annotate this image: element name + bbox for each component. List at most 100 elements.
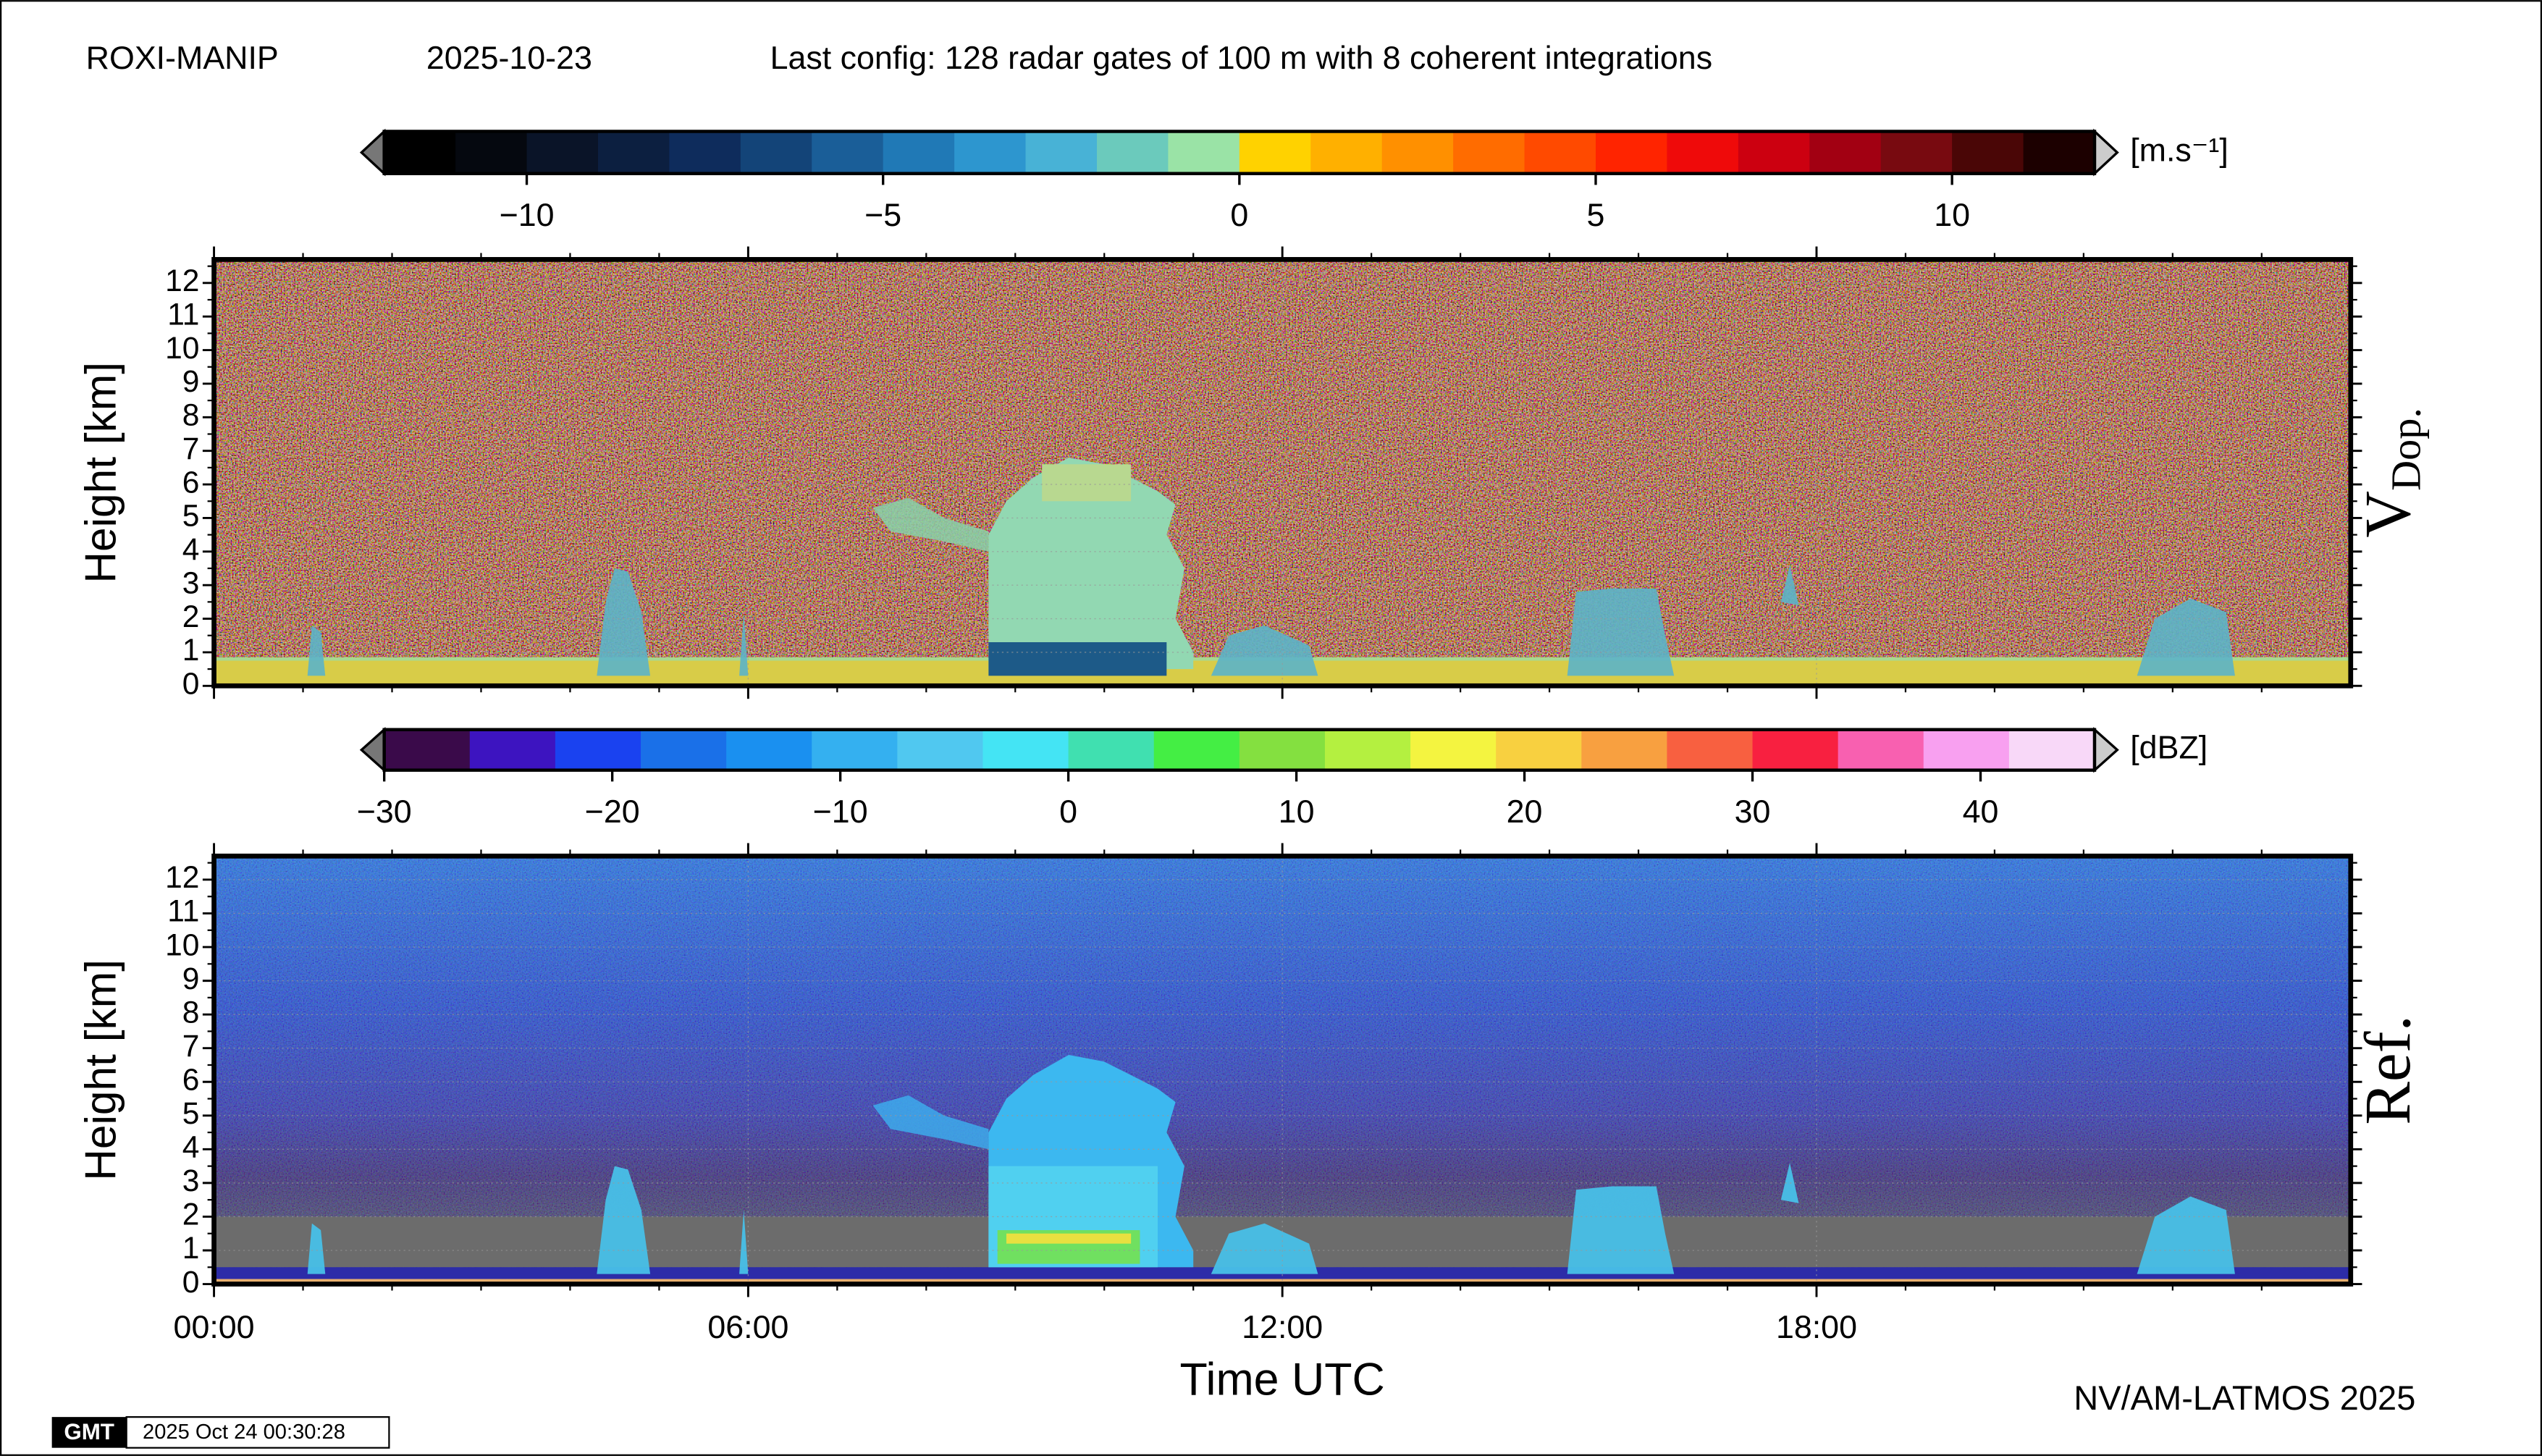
x-tick-label: 06:00 bbox=[707, 1309, 788, 1345]
colorbar-cell bbox=[982, 729, 1069, 770]
x-axis-label: Time UTC bbox=[1180, 1355, 1385, 1405]
y-tick-label: 5 bbox=[182, 1096, 200, 1131]
y-tick-label: 3 bbox=[182, 1163, 200, 1198]
colorbar-cell bbox=[1952, 131, 2024, 174]
band bbox=[1006, 1233, 1132, 1244]
echo bbox=[1567, 1186, 1675, 1274]
colorbar-cell bbox=[1310, 131, 1383, 174]
colorbar-cell bbox=[641, 729, 728, 770]
echo bbox=[739, 1210, 749, 1274]
colorbar-cell bbox=[469, 729, 556, 770]
y-tick-label: 7 bbox=[182, 1029, 200, 1064]
logo: GMT bbox=[64, 1419, 114, 1444]
echo bbox=[739, 612, 749, 676]
y-tick-label: 3 bbox=[182, 565, 200, 600]
station: ROXI-MANIP bbox=[86, 40, 279, 76]
panel-label-sub: Dop. bbox=[2383, 408, 2430, 491]
colorbar-cell bbox=[1738, 131, 1811, 174]
colorbar-cell bbox=[455, 131, 528, 174]
echo bbox=[2137, 598, 2235, 676]
colorbar-cell bbox=[555, 729, 641, 770]
colorbar-cell bbox=[597, 131, 670, 174]
colorbar-cell bbox=[1324, 729, 1411, 770]
panel-label: VDop. bbox=[2352, 408, 2430, 537]
y-tick-label: 8 bbox=[182, 995, 200, 1030]
colorbar-cell bbox=[1410, 729, 1497, 770]
y-tick-label: 0 bbox=[182, 1265, 200, 1300]
y-tick-label: 11 bbox=[167, 297, 199, 332]
colorbar-tick-label: 10 bbox=[1279, 794, 1315, 830]
echo bbox=[988, 457, 1194, 670]
colorbar-cell bbox=[1025, 131, 1098, 174]
colorbar-cell bbox=[812, 729, 898, 770]
y-tick-label: 7 bbox=[182, 432, 200, 466]
timestamp-box bbox=[125, 1416, 390, 1449]
y-tick-label: 0 bbox=[182, 667, 200, 702]
echo bbox=[307, 1223, 326, 1274]
colorbar-cell bbox=[740, 131, 813, 174]
colorbar-tick-label: 5 bbox=[1587, 197, 1605, 233]
y-tick-label: 5 bbox=[182, 499, 200, 534]
y-tick-label: 1 bbox=[182, 633, 200, 668]
colorbar-cell bbox=[2008, 729, 2095, 770]
panel-label: Ref. bbox=[2352, 1015, 2424, 1125]
band bbox=[1042, 464, 1132, 502]
panel-label-main: V bbox=[2352, 491, 2424, 538]
y-tick-label: 10 bbox=[165, 927, 199, 962]
y-tick-label: 9 bbox=[182, 364, 200, 399]
colorbar-tick-label: −10 bbox=[813, 794, 868, 830]
colorbar-cell bbox=[384, 131, 457, 174]
colorbar-cell bbox=[1667, 729, 1754, 770]
colorbar-frame bbox=[382, 728, 2097, 772]
y-tick-label: 11 bbox=[167, 894, 199, 929]
colorbar-cell bbox=[954, 131, 1027, 174]
y-tick-label: 12 bbox=[165, 264, 199, 298]
colorbar-cell bbox=[1752, 729, 1839, 770]
colorbar-cell bbox=[1153, 729, 1240, 770]
y-tick-label: 6 bbox=[182, 465, 200, 500]
y-axis-label: Height [km] bbox=[75, 362, 125, 584]
y-tick-label: 1 bbox=[182, 1231, 200, 1266]
colorbar-cell bbox=[1068, 729, 1155, 770]
echo bbox=[2137, 1196, 2235, 1274]
y-tick-label: 9 bbox=[182, 961, 200, 996]
echo bbox=[597, 1166, 651, 1274]
x-tick-label: 00:00 bbox=[174, 1309, 255, 1345]
colorbar-cell bbox=[1880, 131, 1953, 174]
colorbar-tick-label: 20 bbox=[1507, 794, 1543, 830]
colorbar-cell bbox=[1239, 131, 1312, 174]
echo bbox=[872, 497, 989, 552]
colorbar-cell bbox=[1581, 729, 1668, 770]
band bbox=[214, 1279, 2351, 1284]
panel-label-main: Ref. bbox=[2352, 1015, 2424, 1125]
colorbar-cell bbox=[1923, 729, 2010, 770]
colorbar-cell bbox=[812, 131, 884, 174]
colorbar-cell bbox=[1453, 131, 1525, 174]
colorbar-cell bbox=[669, 131, 741, 174]
band bbox=[988, 642, 1167, 676]
colorbar-cell bbox=[1595, 131, 1668, 174]
colorbar-tick-label: 0 bbox=[1230, 197, 1248, 233]
colorbar-cell bbox=[883, 131, 956, 174]
y-axis-label: Height [km] bbox=[75, 959, 125, 1181]
timestamp: 2025 Oct 24 00:30:28 bbox=[143, 1421, 345, 1444]
x-tick-label: 18:00 bbox=[1776, 1309, 1857, 1345]
y-tick-label: 12 bbox=[165, 860, 199, 895]
colorbar-cell bbox=[1809, 131, 1882, 174]
colorbar-cell bbox=[1239, 729, 1326, 770]
y-tick-label: 8 bbox=[182, 398, 200, 433]
colorbar-tick-label: 30 bbox=[1735, 794, 1771, 830]
colorbar-tick-label: −10 bbox=[500, 197, 555, 233]
colorbar-tick-label: 0 bbox=[1059, 794, 1077, 830]
colorbar-unit: [dBZ] bbox=[2130, 730, 2208, 766]
colorbar-cell bbox=[1838, 729, 1924, 770]
y-tick-label: 4 bbox=[182, 532, 200, 567]
colorbar-cell bbox=[897, 729, 984, 770]
echo bbox=[307, 625, 326, 676]
colorbar-cell bbox=[1381, 131, 1455, 174]
echo bbox=[1211, 625, 1318, 676]
colorbar-cell bbox=[2023, 131, 2095, 174]
colorbar-tick-label: −30 bbox=[357, 794, 412, 830]
colorbar-tick-label: 40 bbox=[1963, 794, 1999, 830]
y-tick-label: 6 bbox=[182, 1062, 200, 1097]
